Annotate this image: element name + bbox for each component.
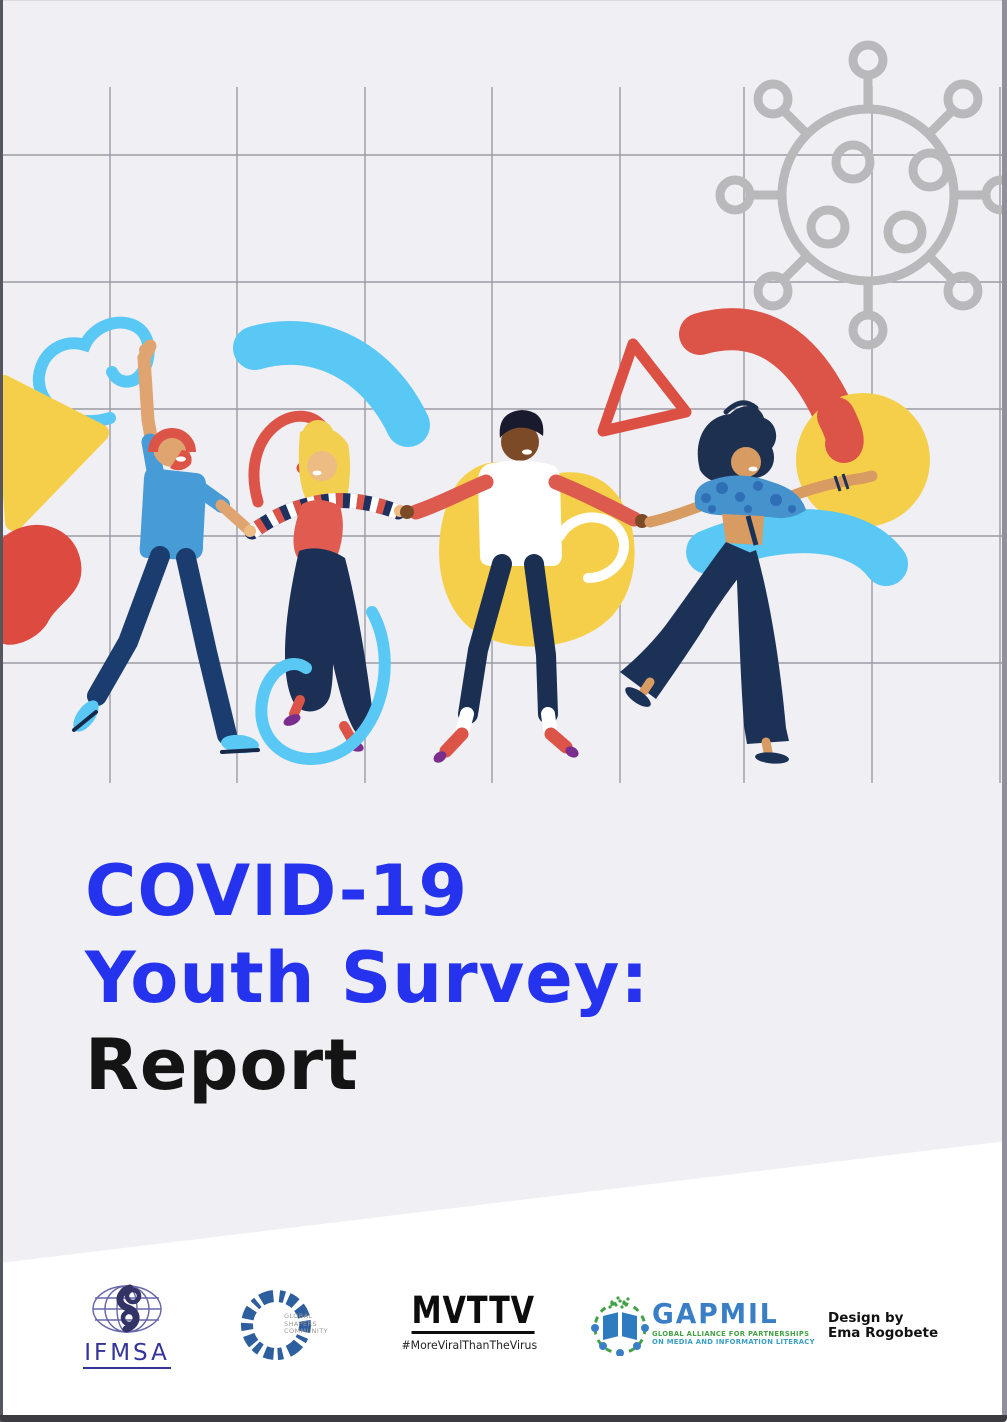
red-blob-left-shape bbox=[0, 524, 82, 645]
mvttv-label: MVTTV bbox=[411, 1289, 535, 1334]
person-pointing-woman bbox=[620, 400, 878, 764]
global-shapers-ring-icon bbox=[241, 1290, 311, 1360]
ifmsa-label: IFMSA bbox=[83, 1340, 171, 1369]
design-credit: Design by Ema Rogobete bbox=[828, 1311, 938, 1341]
page-edge-left bbox=[0, 0, 3, 1422]
global-shapers-line3: COMMUNITY bbox=[284, 1327, 328, 1335]
logo-ifmsa: IFMSA bbox=[82, 1284, 172, 1369]
gapmil-tagline-1: GLOBAL ALLIANCE FOR PARTNERSHIPS bbox=[652, 1330, 810, 1338]
global-shapers-label: GLOBAL SHAPERS COMMUNITY bbox=[284, 1312, 328, 1336]
title-line-2: Youth Survey: bbox=[85, 937, 650, 1019]
logo-global-shapers: GLOBAL SHAPERS COMMUNITY bbox=[238, 1286, 348, 1366]
page-edge-bottom bbox=[0, 1415, 1007, 1422]
coronavirus-icon bbox=[715, 40, 1007, 350]
red-swoosh-shape bbox=[679, 308, 857, 439]
title-line-3: Report bbox=[85, 1024, 359, 1106]
person-white-shirt-man bbox=[400, 410, 649, 763]
gapmil-tagline-2: ON MEDIA AND INFORMATION LITERACY bbox=[652, 1338, 815, 1346]
blue-loop-shape bbox=[255, 606, 391, 765]
page-edge-right bbox=[1002, 0, 1007, 1422]
gapmil-text: GAPMIL GLOBAL ALLIANCE FOR PARTNERSHIPS … bbox=[652, 1297, 815, 1347]
title-line-1: COVID-19 bbox=[85, 850, 469, 932]
gapmil-book-icon bbox=[591, 1296, 649, 1357]
logo-mvttv: MVTTV #MoreViralThanTheVirus bbox=[398, 1292, 538, 1352]
design-credit-line2: Ema Rogobete bbox=[828, 1325, 939, 1341]
person-red-haired-man bbox=[72, 339, 260, 754]
logo-gapmil: GAPMIL GLOBAL ALLIANCE FOR PARTNERSHIPS … bbox=[590, 1294, 815, 1360]
white-ring-shape bbox=[555, 512, 629, 584]
page-edge-top bbox=[0, 0, 1007, 1]
bottom-white-wedge bbox=[0, 1141, 1007, 1422]
ifmsa-globe-icon bbox=[92, 1284, 162, 1333]
red-triangle-outline-shape bbox=[597, 338, 692, 437]
mvttv-tagline: #MoreViralThanTheVirus bbox=[401, 1338, 538, 1352]
gapmil-label: GAPMIL bbox=[652, 1297, 779, 1330]
page-title: COVID-19 Youth Survey: Report bbox=[85, 848, 649, 1109]
red-swoosh-tail bbox=[817, 397, 864, 463]
blue-capsule-shape bbox=[233, 321, 430, 447]
yellow-circle-shape bbox=[796, 393, 930, 527]
person-blonde-woman bbox=[244, 410, 406, 765]
global-shapers-line1: GLOBAL bbox=[284, 1312, 313, 1320]
design-credit-line1: Design by bbox=[828, 1310, 904, 1326]
global-shapers-line2: SHAPERS bbox=[284, 1319, 317, 1328]
yellow-triangle-shape bbox=[0, 375, 109, 531]
